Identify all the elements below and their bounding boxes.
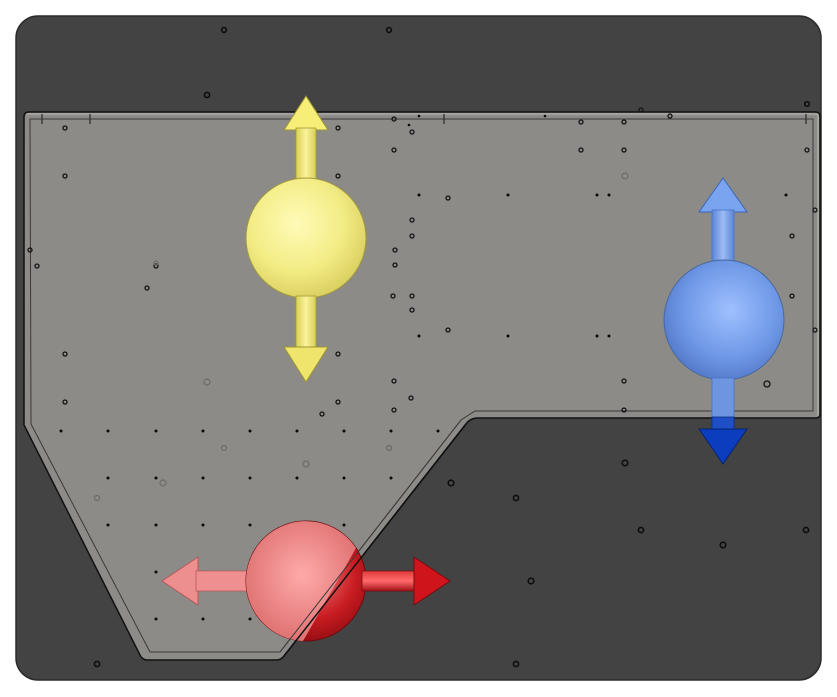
red-right-shaft <box>361 570 419 592</box>
panel-outer-rim <box>26 113 819 416</box>
panel-top-tabs <box>41 114 807 124</box>
red-left-shaft <box>195 570 253 592</box>
red-sphere-panel-overlay <box>245 521 356 641</box>
blue-sphere-handle[interactable] <box>663 259 785 381</box>
red-horizontal-drag-handle[interactable] <box>161 520 451 642</box>
red-right-arrow-icon[interactable] <box>413 556 451 606</box>
blue-vertical-drag-handle[interactable] <box>663 177 785 465</box>
transparent-panel[interactable] <box>23 111 821 661</box>
yellow-sphere-handle[interactable] <box>245 177 367 299</box>
panel-holes <box>27 107 818 417</box>
yellow-vertical-drag-handle[interactable] <box>245 95 367 383</box>
plate-holes <box>93 26 811 668</box>
panel-slanted-inner-edge <box>279 419 462 653</box>
panel-faint-holes <box>93 172 629 502</box>
blue-down-shaft-upper <box>711 377 735 419</box>
yellow-down-arrow-icon[interactable] <box>283 346 329 383</box>
blue-up-shaft <box>711 209 735 267</box>
panel-slanted-edge <box>283 423 467 657</box>
yellow-down-shaft <box>295 295 317 349</box>
blue-down-arrow-icon[interactable] <box>698 428 748 465</box>
